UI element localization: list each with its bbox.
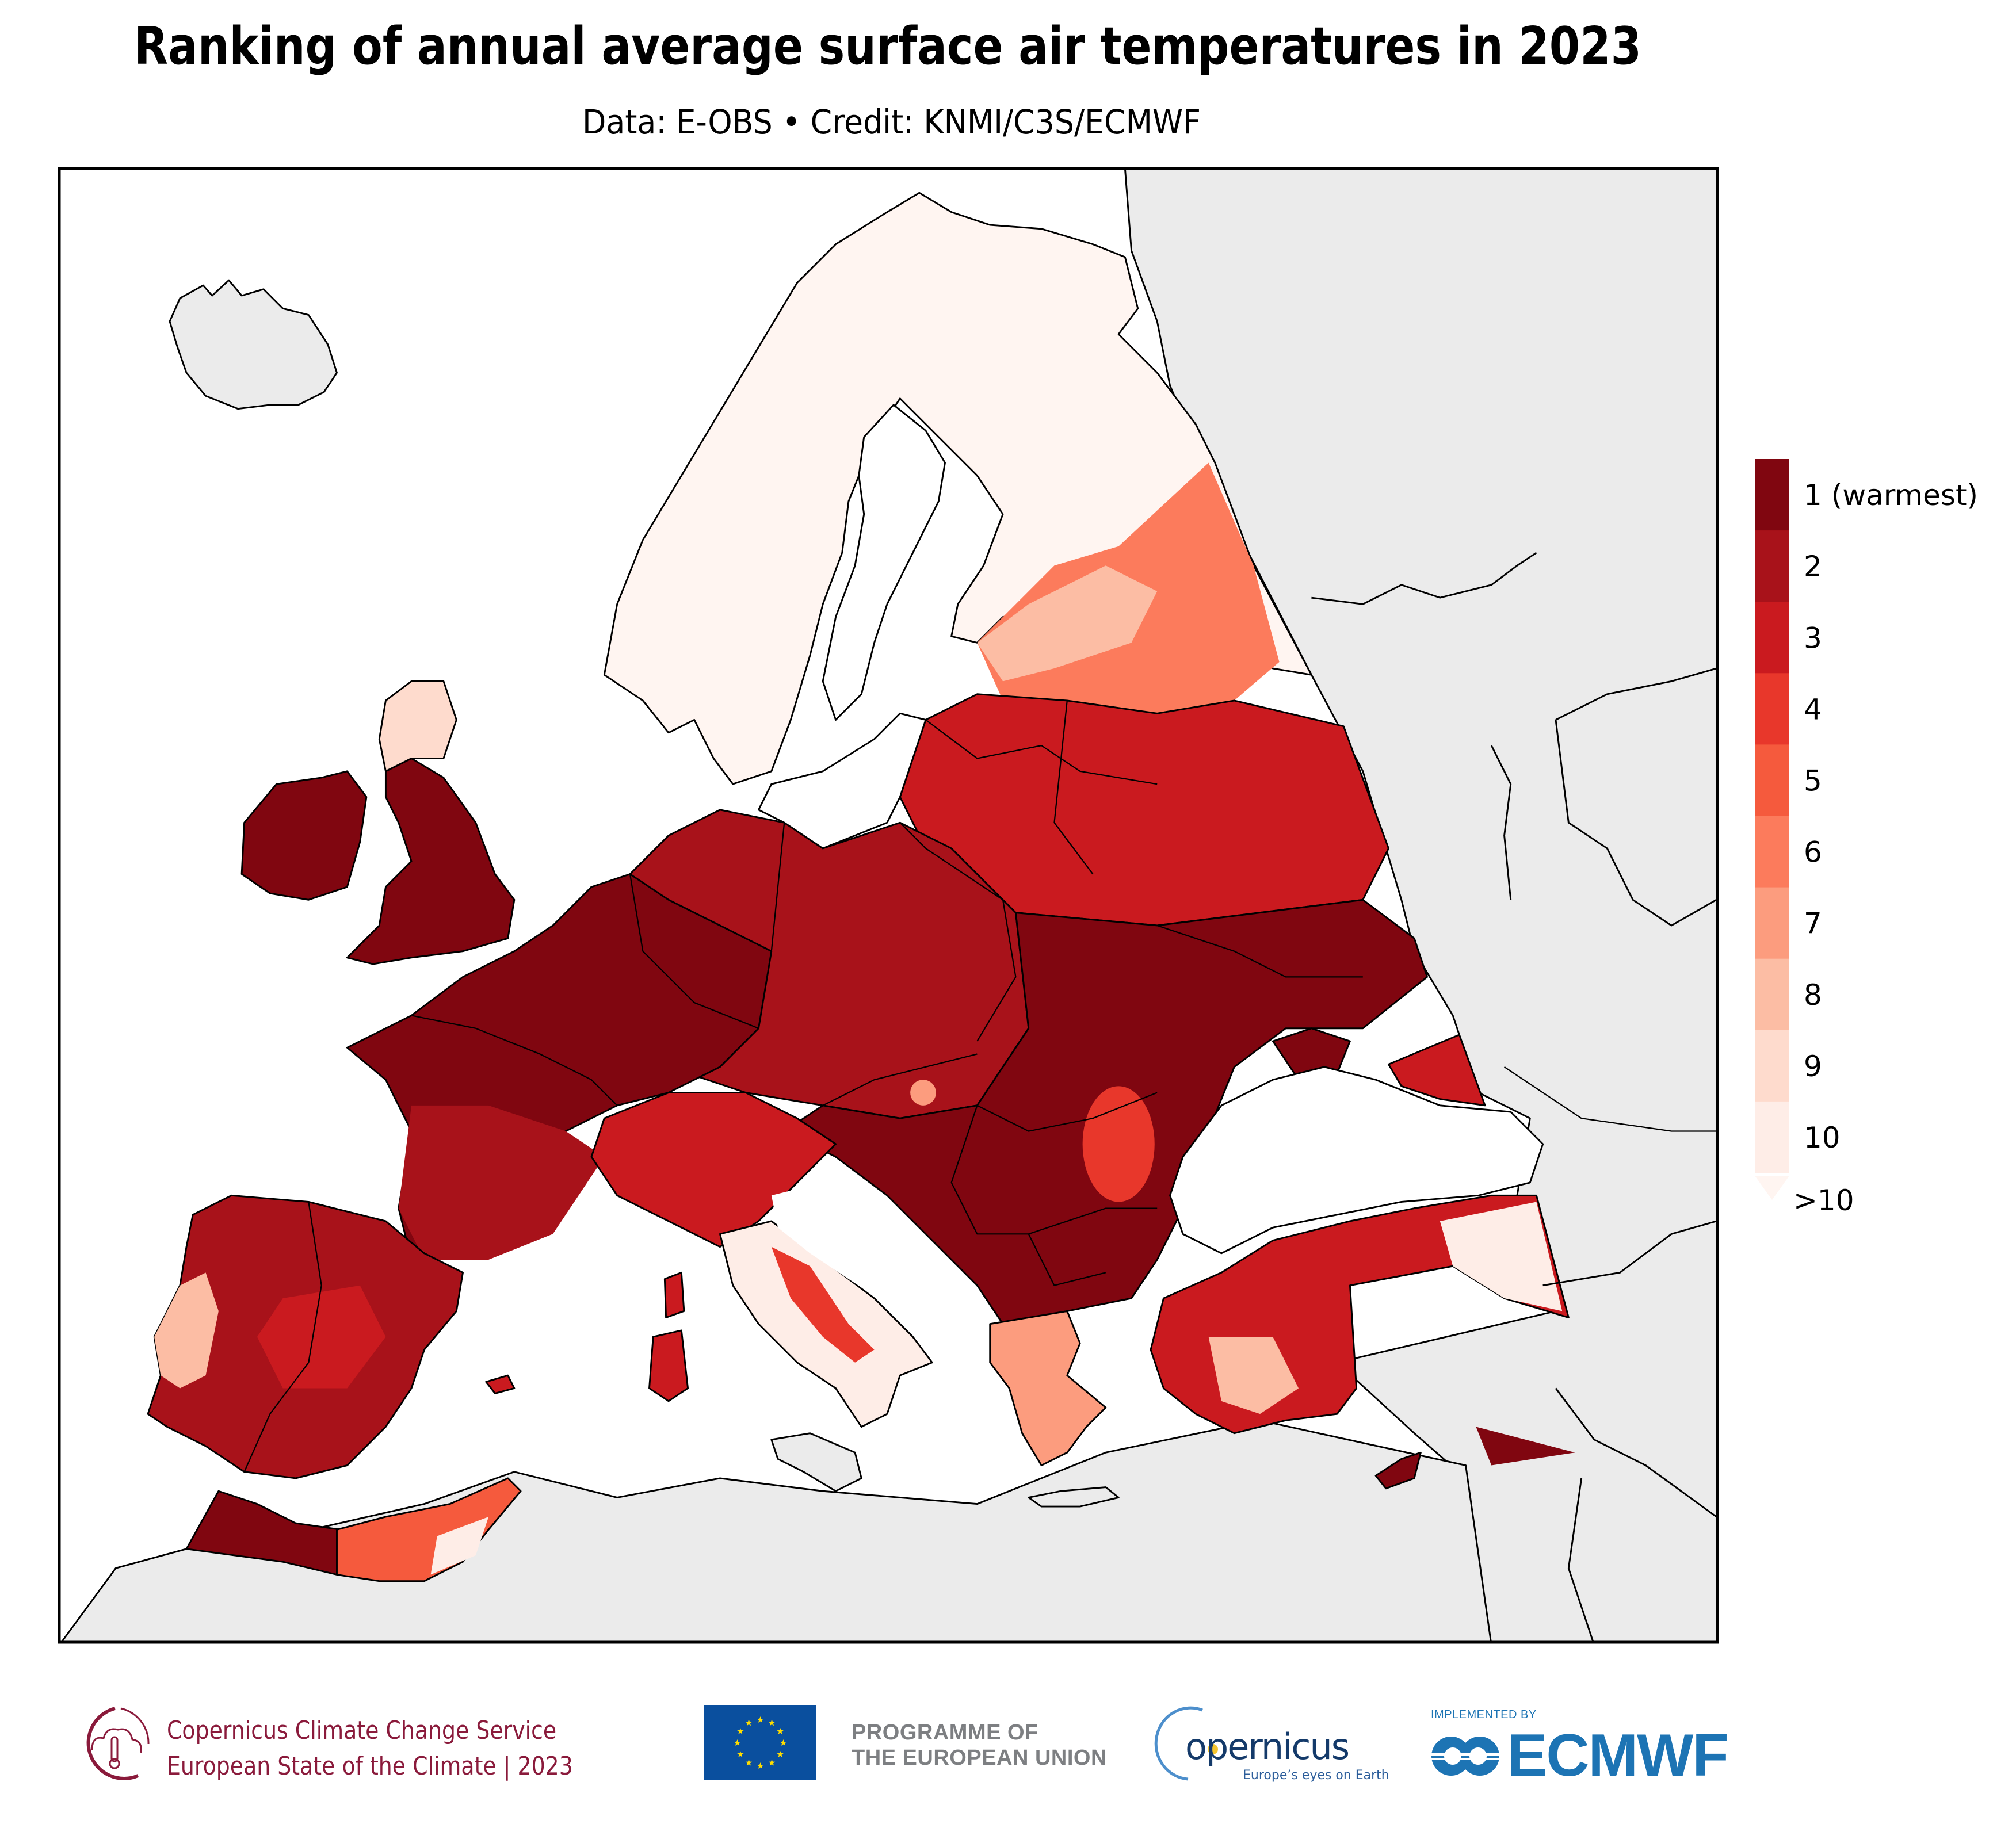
- colorbar-band-7: [1755, 887, 1789, 959]
- region-crimea: [1272, 1027, 1351, 1081]
- colorbar-band-8: [1755, 958, 1789, 1031]
- colorbar-label-6: 6: [1804, 836, 1822, 869]
- eu-star-icon: [768, 1719, 776, 1726]
- region-romania-light-patch: [1082, 1086, 1155, 1202]
- sea-black-sea: [1169, 1066, 1544, 1255]
- colorbar: 1 (warmest) 2 3 4 5 6 7 8 9 10 >10: [1755, 459, 1978, 1217]
- colorbar-label-8: 8: [1804, 978, 1822, 1012]
- copernicus-wordmark: opernicus: [1185, 1726, 1350, 1768]
- c3s-line2: European State of the Climate | 2023: [167, 1752, 573, 1781]
- colorbar-extend-triangle: [1755, 1176, 1789, 1200]
- c3s-line1: Copernicus Climate Change Service: [167, 1716, 557, 1745]
- region-corsica: [663, 1271, 685, 1319]
- eu-line2: THE EUROPEAN UNION: [852, 1746, 1107, 1770]
- region-italy-red-patches: [771, 1246, 875, 1363]
- eu-star-icon: [737, 1728, 744, 1734]
- region-turkey-interior-light: [1208, 1337, 1299, 1414]
- colorbar-band-1: [1755, 459, 1789, 531]
- region-sw-russia: [1388, 1034, 1486, 1107]
- region-algeria: [336, 1477, 522, 1582]
- eu-star-icon: [737, 1751, 744, 1757]
- sea-adriatic: [771, 1189, 926, 1324]
- eu-flag-icon: [704, 1705, 816, 1780]
- region-balearic: [485, 1374, 516, 1394]
- country-borders: [243, 700, 1717, 1473]
- map-frame: [58, 167, 1719, 1644]
- map-area: [59, 169, 1717, 1642]
- copernicus-arc-icon: [1154, 1706, 1218, 1781]
- region-cyprus: [1374, 1451, 1422, 1490]
- land-iceland: [169, 279, 338, 410]
- land-crete: [1028, 1486, 1120, 1508]
- colorbar-band-2: [1755, 530, 1789, 602]
- colorbar-label-1: 1 (warmest): [1804, 479, 1978, 512]
- eu-star-icon: [780, 1739, 787, 1746]
- eu-star-icon: [777, 1728, 784, 1734]
- colorbar-label-3: 3: [1804, 621, 1822, 655]
- colorbar-band-10: [1755, 1101, 1789, 1173]
- eu-programme-text: PROGRAMME OF THE EUROPEAN UNION: [852, 1720, 1107, 1770]
- region-central-turkey-light: [1440, 1202, 1563, 1311]
- region-ireland: [240, 770, 368, 901]
- region-great-britain: [346, 758, 516, 965]
- colorbar-label-5: 5: [1804, 764, 1822, 797]
- eu-star-icon: [777, 1751, 784, 1757]
- title-block: Ranking of annual average surface air te…: [134, 16, 1641, 142]
- eu-star-icon: [745, 1759, 753, 1766]
- region-southern-france: [398, 1105, 605, 1260]
- river-lines-east: [1311, 552, 1537, 605]
- implemented-by-label: IMPLEMENTED BY: [1431, 1708, 1537, 1721]
- eu-star-icon: [757, 1716, 764, 1723]
- chart-title: Ranking of annual average surface air te…: [134, 16, 1641, 77]
- eu-line1: PROGRAMME OF: [852, 1720, 1038, 1745]
- region-greece: [989, 1310, 1107, 1467]
- colorbar-band-6: [1755, 816, 1789, 888]
- colorbar-label-2: 2: [1804, 550, 1822, 583]
- border-lines-middle-east: [1542, 1220, 1717, 1642]
- colorbar-label-4: 4: [1804, 693, 1822, 726]
- region-iberia-centre-rank3: [257, 1285, 386, 1389]
- chart-subtitle: Data: E-OBS • Credit: KNMI/C3S/ECMWF: [582, 102, 1201, 142]
- colorbar-label-9: 9: [1804, 1050, 1822, 1083]
- colorbar-label-10: 10: [1804, 1121, 1841, 1154]
- c3s-logo-icon: [86, 1707, 150, 1781]
- region-budapest-spot: [910, 1080, 936, 1106]
- region-portugal-light: [154, 1272, 219, 1389]
- colorbar-label-over-10: >10: [1793, 1184, 1854, 1217]
- eu-star-icon: [768, 1759, 776, 1766]
- copernicus-tagline: Europe’s eyes on Earth: [1243, 1768, 1389, 1783]
- colorbar-band-4: [1755, 673, 1789, 745]
- c3s-text-block: Copernicus Climate Change Service Europe…: [167, 1713, 573, 1784]
- colorbar-band-5: [1755, 744, 1789, 816]
- land-sicily: [770, 1432, 862, 1492]
- eu-star-icon: [757, 1762, 764, 1769]
- ecmwf-symbol-icon: [1431, 1737, 1500, 1776]
- region-sardinia: [648, 1329, 689, 1402]
- colorbar-band-3: [1755, 602, 1789, 674]
- region-algeria-light: [430, 1516, 489, 1575]
- region-nw-russia-light: [977, 565, 1158, 682]
- region-morocco: [185, 1490, 342, 1576]
- ecmwf-wordmark: ECMWF: [1507, 1722, 1729, 1789]
- region-scotland: [378, 680, 457, 773]
- eu-star-icon: [734, 1739, 741, 1746]
- river-lines-east-2: [1490, 745, 1512, 900]
- eu-star-icon: [745, 1719, 753, 1726]
- sea-gulf-of-bothnia: [822, 404, 946, 721]
- region-syria-coast: [1476, 1427, 1575, 1466]
- colorbar-band-9: [1755, 1030, 1789, 1102]
- sea-baltic: [758, 712, 927, 850]
- border-lines-east: [1555, 667, 1717, 927]
- colorbar-label-7: 7: [1804, 907, 1822, 940]
